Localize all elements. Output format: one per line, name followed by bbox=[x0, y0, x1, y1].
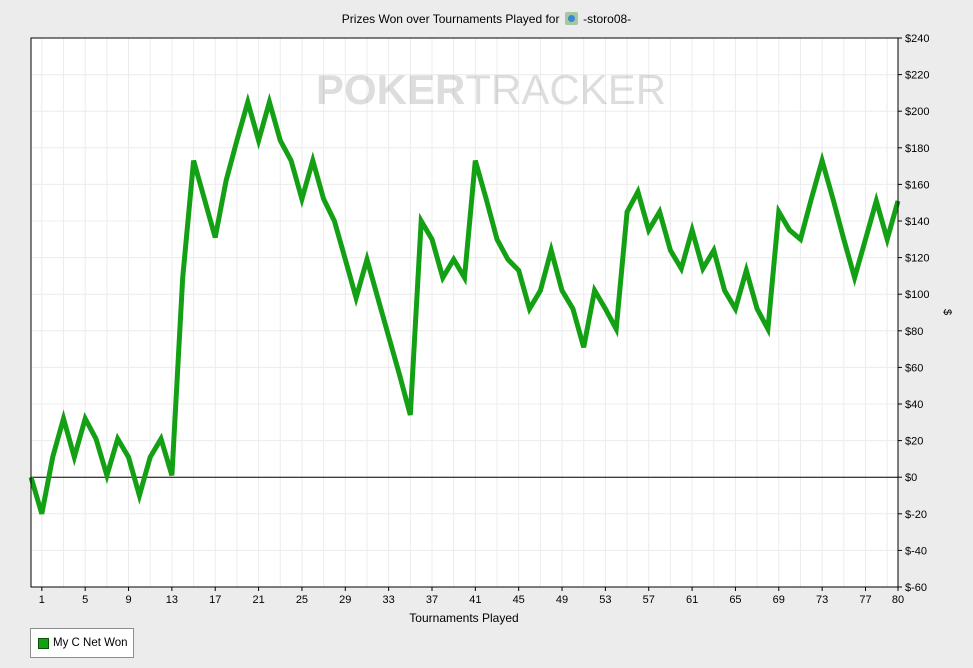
y-tick-label: $200 bbox=[905, 106, 929, 118]
x-tick-label: 61 bbox=[686, 594, 698, 606]
x-axis-label: Tournaments Played bbox=[409, 611, 518, 625]
x-tick-label: 13 bbox=[166, 594, 178, 606]
x-tick-label: 1 bbox=[39, 594, 45, 606]
x-tick-label: 49 bbox=[556, 594, 568, 606]
x-tick-label: 45 bbox=[513, 594, 525, 606]
x-tick-label: 77 bbox=[859, 594, 871, 606]
y-tick-label: $80 bbox=[905, 326, 923, 338]
x-tick-label: 21 bbox=[252, 594, 264, 606]
plot-area bbox=[31, 38, 898, 587]
x-tick-label: 80 bbox=[892, 594, 904, 606]
x-tick-label: 57 bbox=[643, 594, 655, 606]
legend-label: My C Net Won bbox=[53, 637, 128, 649]
y-tick-label: $-60 bbox=[905, 582, 927, 594]
title-text: Prizes Won over Tournaments Played for bbox=[341, 12, 560, 26]
pokertracker-watermark: POKERTRACKER bbox=[316, 66, 666, 113]
series-line-my-c-net-won bbox=[28, 92, 901, 515]
y-tick-label: $220 bbox=[905, 70, 929, 82]
x-tick-label: 9 bbox=[125, 594, 131, 606]
x-tick-label: 41 bbox=[469, 594, 481, 606]
x-axis-ticks: 1 5 9 13 17 21 25 29 33 37 41 45 49 53 57 61 65 69 73 77 80 bbox=[39, 587, 904, 606]
x-tick-label: 5 bbox=[82, 594, 88, 606]
x-tick-label: 25 bbox=[296, 594, 308, 606]
y-tick-label: $240 bbox=[905, 33, 929, 45]
x-tick-label: 65 bbox=[729, 594, 741, 606]
x-tick-label: 73 bbox=[816, 594, 828, 606]
y-axis-label: $ bbox=[941, 309, 953, 315]
y-tick-label: $0 bbox=[905, 472, 917, 484]
y-tick-label: $120 bbox=[905, 253, 929, 265]
x-tick-label: 17 bbox=[209, 594, 221, 606]
y-tick-label: $-40 bbox=[905, 545, 927, 557]
x-tick-label: 69 bbox=[773, 594, 785, 606]
watermark-text: POKERTRACKER bbox=[316, 66, 666, 113]
player-site-icon bbox=[564, 12, 578, 25]
x-tick-label: 53 bbox=[599, 594, 611, 606]
y-axis-ticks: $240 $220 $200 $180 $160 $140 $120 $100 $80 $60 $4… bbox=[898, 33, 929, 594]
x-tick-label: 29 bbox=[339, 594, 351, 606]
legend: My C Net Won bbox=[30, 628, 134, 658]
y-tick-label: $160 bbox=[905, 179, 929, 191]
y-tick-label: $140 bbox=[905, 216, 929, 228]
x-tick-label: 37 bbox=[426, 594, 438, 606]
plot-border bbox=[30, 37, 899, 588]
y-tick-label: $60 bbox=[905, 362, 923, 374]
x-tick-label: 33 bbox=[383, 594, 395, 606]
grid-lines bbox=[31, 37, 898, 588]
y-tick-label: $180 bbox=[905, 143, 929, 155]
y-tick-label: $40 bbox=[905, 399, 923, 411]
chart-title: Prizes Won over Tournaments Played for -… bbox=[0, 12, 973, 26]
y-tick-label: $100 bbox=[905, 289, 929, 301]
player-name: -storo08- bbox=[583, 12, 632, 26]
y-tick-label: $-20 bbox=[905, 509, 927, 521]
y-tick-label: $20 bbox=[905, 436, 923, 448]
legend-swatch bbox=[38, 637, 49, 649]
